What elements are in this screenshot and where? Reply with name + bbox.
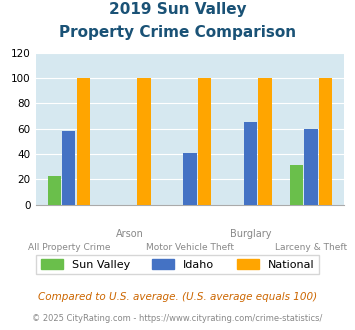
Bar: [137, 78, 151, 205]
Bar: [319, 78, 332, 205]
Text: Larceny & Theft: Larceny & Theft: [275, 243, 347, 251]
Bar: [258, 78, 272, 205]
Bar: [290, 165, 303, 205]
Bar: [62, 131, 76, 205]
Text: Arson: Arson: [115, 229, 143, 239]
Bar: [77, 78, 90, 205]
Text: Property Crime Comparison: Property Crime Comparison: [59, 25, 296, 40]
Text: © 2025 CityRating.com - https://www.cityrating.com/crime-statistics/: © 2025 CityRating.com - https://www.city…: [32, 314, 323, 323]
Text: 2019 Sun Valley: 2019 Sun Valley: [109, 2, 246, 16]
Bar: [183, 153, 197, 205]
Legend: Sun Valley, Idaho, National: Sun Valley, Idaho, National: [36, 255, 319, 274]
Text: Motor Vehicle Theft: Motor Vehicle Theft: [146, 243, 234, 251]
Bar: [48, 176, 61, 205]
Bar: [244, 122, 257, 205]
Bar: [304, 129, 318, 205]
Text: All Property Crime: All Property Crime: [28, 243, 110, 251]
Bar: [198, 78, 211, 205]
Text: Burglary: Burglary: [230, 229, 271, 239]
Text: Compared to U.S. average. (U.S. average equals 100): Compared to U.S. average. (U.S. average …: [38, 292, 317, 302]
